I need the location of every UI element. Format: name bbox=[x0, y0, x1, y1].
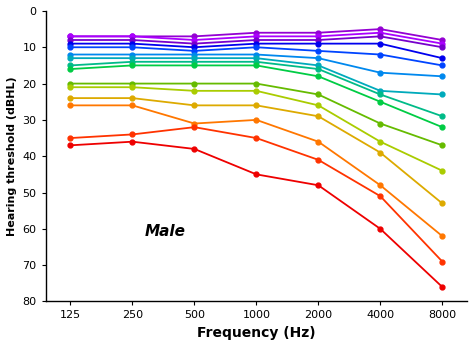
Text: Male: Male bbox=[145, 224, 186, 239]
Y-axis label: Hearing threshold (dBHL): Hearing threshold (dBHL) bbox=[7, 76, 17, 236]
X-axis label: Frequency (Hz): Frequency (Hz) bbox=[197, 326, 316, 340]
